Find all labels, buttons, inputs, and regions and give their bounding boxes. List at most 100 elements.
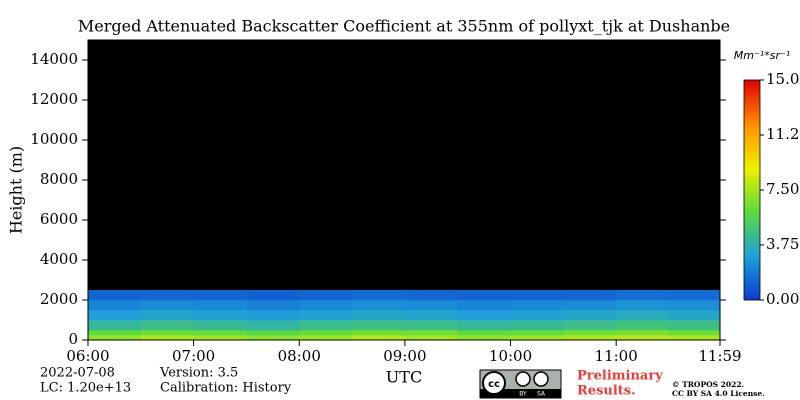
x-tick-label: 07:00 xyxy=(172,347,215,365)
heatmap-cell xyxy=(510,310,564,321)
heatmap-cell xyxy=(457,300,512,311)
heatmap-cell xyxy=(563,330,617,336)
colorbar-label: Mm⁻¹*sr⁻¹ xyxy=(734,49,790,62)
heatmap-cell xyxy=(246,320,300,331)
heatmap-cell xyxy=(140,290,195,301)
heatmap-cell xyxy=(193,335,247,341)
heatmap-cell xyxy=(563,300,617,311)
license: CC BY SA 4.0 License. xyxy=(672,389,765,398)
y-tick-label: 6000 xyxy=(40,210,78,228)
heatmap-cell xyxy=(668,320,721,331)
heatmap-cell xyxy=(193,300,247,311)
badge-text: cc xyxy=(488,379,500,390)
colorbar-tick-label: 0.00 xyxy=(766,290,799,308)
heatmap-cell xyxy=(404,335,459,341)
badge-strip xyxy=(480,389,561,398)
colorbar xyxy=(743,79,761,301)
heatmap-cell xyxy=(457,330,512,336)
heatmap-cell xyxy=(246,310,300,321)
heatmap-cell xyxy=(616,335,670,341)
heatmap-cell xyxy=(563,310,617,321)
badge-circle xyxy=(482,371,506,395)
copyright: © TROPOS 2022. xyxy=(672,380,744,389)
heatmap-cell xyxy=(668,290,721,301)
x-tick-label: 06:00 xyxy=(66,347,109,365)
heatmap-cell xyxy=(616,320,670,331)
heatmap-cell xyxy=(510,330,564,336)
heatmap-cell xyxy=(88,300,142,311)
badge-circle xyxy=(515,371,531,387)
preliminary-text: Results. xyxy=(577,384,636,399)
y-tick-label: 12000 xyxy=(30,90,78,108)
x-tick-label: 11:59 xyxy=(698,347,741,365)
y-tick-label: 2000 xyxy=(40,290,78,308)
heatmap-cell xyxy=(246,335,300,341)
x-tick-label: 11:00 xyxy=(595,347,638,365)
heatmap-cell xyxy=(140,310,195,321)
heatmap-cell xyxy=(563,335,617,341)
heatmap-cell xyxy=(299,300,353,311)
heatmap-cell xyxy=(88,290,142,301)
heatmap-cell xyxy=(563,290,617,301)
heatmap-cell xyxy=(246,290,300,301)
heatmap-cell xyxy=(299,320,353,331)
heatmap-cell xyxy=(510,320,564,331)
heatmap-cell xyxy=(352,310,406,321)
badge-text: SA xyxy=(537,391,546,398)
heatmap-cell xyxy=(299,290,353,301)
heatmap-cell xyxy=(457,290,512,301)
x-tick-label: 09:00 xyxy=(383,347,426,365)
badge-text: BY xyxy=(519,391,527,398)
x-tick-label: 08:00 xyxy=(278,347,321,365)
y-tick-label: 10000 xyxy=(30,130,78,148)
footer-lc: LC: 1.20e+13 xyxy=(40,381,131,396)
heatmap-cell xyxy=(193,330,247,336)
heatmap-cell xyxy=(299,335,353,341)
heatmap-cell xyxy=(404,290,459,301)
heatmap-cell xyxy=(352,335,406,341)
heatmap-cell xyxy=(88,335,142,341)
heatmap-cell xyxy=(299,330,353,336)
chart-title: Merged Attenuated Backscatter Coefficien… xyxy=(78,17,730,36)
heatmap-cell xyxy=(299,310,353,321)
x-tick-label: 10:00 xyxy=(489,347,532,365)
footer-calibration: Calibration: History xyxy=(160,381,292,396)
heatmap-cell xyxy=(510,290,564,301)
heatmap-cell xyxy=(457,335,512,341)
x-axis-label: UTC xyxy=(386,368,422,387)
heatmap-cell xyxy=(193,310,247,321)
preliminary-text: Preliminary xyxy=(577,369,663,384)
heatmap-cell xyxy=(457,320,512,331)
heatmap-cell xyxy=(457,310,512,321)
heatmap-cell xyxy=(563,320,617,331)
heatmap-cell xyxy=(404,300,459,311)
colorbar-tick-label: 11.2 xyxy=(766,125,799,143)
colorbar-tick-label: 15.0 xyxy=(766,70,799,88)
heatmap-cell xyxy=(140,320,195,331)
heatmap-cell xyxy=(510,335,564,341)
heatmap-cell xyxy=(616,300,670,311)
heatmap-cell xyxy=(404,320,459,331)
heatmap-cell xyxy=(616,310,670,321)
y-tick-label: 8000 xyxy=(40,170,78,188)
heatmap-cell xyxy=(616,330,670,336)
heatmap-cell xyxy=(510,300,564,311)
y-tick-label: 0 xyxy=(68,330,78,348)
heatmap-cell xyxy=(352,290,406,301)
heatmap-cell xyxy=(193,320,247,331)
heatmap-cell xyxy=(88,310,142,321)
heatmap-cell xyxy=(140,330,195,336)
heatmap-cell xyxy=(404,330,459,336)
colorbar-tick-label: 3.75 xyxy=(766,235,799,253)
badge-circle xyxy=(533,371,549,387)
heatmap-cell xyxy=(352,320,406,331)
heatmap-cell xyxy=(668,310,721,321)
heatmap-cell xyxy=(88,330,142,336)
heatmap-cell xyxy=(246,300,300,311)
y-tick-label: 4000 xyxy=(40,250,78,268)
heatmap-cell xyxy=(88,320,142,331)
heatmap-cell xyxy=(668,330,721,336)
heatmap-cell xyxy=(193,290,247,301)
heatmap-cell xyxy=(668,300,721,311)
